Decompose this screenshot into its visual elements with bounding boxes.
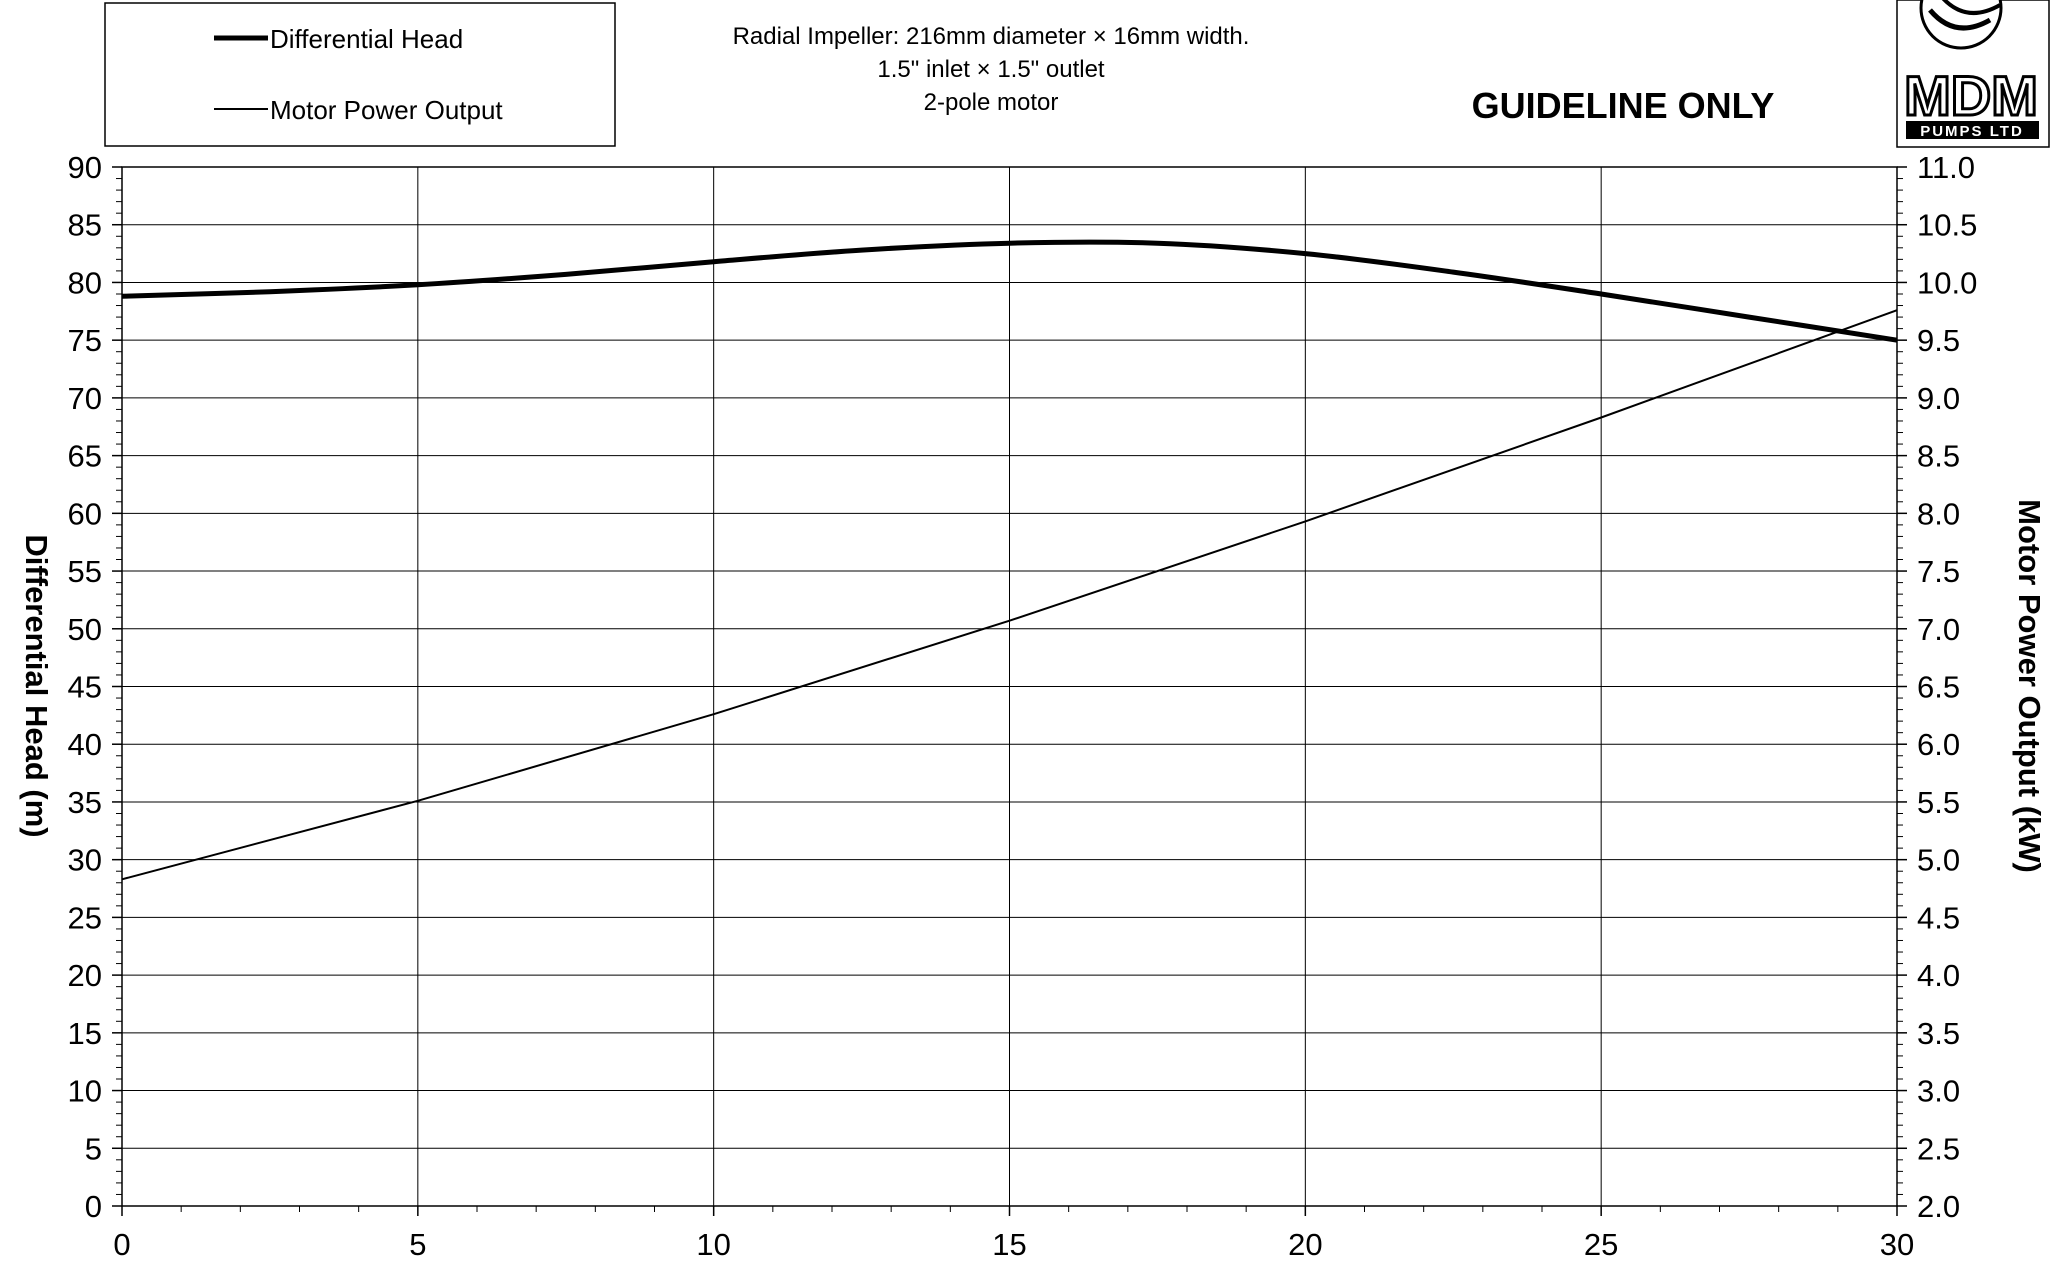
- y-tick-label: 30: [68, 843, 102, 878]
- y2-tick-label: 10.5: [1917, 208, 1977, 243]
- grid-lines: [122, 167, 1897, 1206]
- y-tick-label: 75: [68, 323, 102, 358]
- y2-tick-label: 5.5: [1917, 785, 1960, 820]
- logo-text: MDM: [1904, 64, 2038, 127]
- guideline-only-label: GUIDELINE ONLY: [1472, 85, 1775, 126]
- y2-tick-label: 11.0: [1917, 150, 1975, 185]
- y-tick-label: 20: [68, 958, 102, 993]
- x-tick-label: 0: [113, 1227, 130, 1261]
- y-tick-label: 35: [68, 785, 102, 820]
- impeller-description: Radial Impeller: 216mm diameter × 16mm w…: [733, 23, 1250, 116]
- y-tick-label: 55: [68, 554, 102, 589]
- y2-tick-label: 9.0: [1917, 381, 1960, 416]
- legend-box: [104, 2, 616, 147]
- plot-area: [112, 166, 1907, 1216]
- y2-tick-label: 3.5: [1917, 1016, 1960, 1051]
- y-tick-label: 45: [68, 670, 102, 705]
- logo-subtext: PUMPS LTD: [1920, 123, 2024, 140]
- y2-tick-label: 7.5: [1917, 554, 1960, 589]
- y-tick-label: 50: [68, 612, 102, 647]
- y2-tick-label: 4.0: [1917, 958, 1960, 993]
- mdm-pumps-logo: MDM PUMPS LTD: [1896, 0, 2050, 148]
- y2-tick-label: 8.0: [1917, 496, 1960, 531]
- y-tick-label: 5: [85, 1131, 102, 1166]
- y2-tick-label: 2.0: [1917, 1189, 1960, 1224]
- series-line-motor-power-output: [121, 309, 1898, 881]
- y-tick-label: 0: [85, 1189, 102, 1224]
- y-tick-label: 25: [68, 900, 102, 935]
- y-tick-label: 40: [68, 727, 102, 762]
- y-tick-label: 70: [68, 381, 102, 416]
- series-line-differential-head: [121, 239, 1898, 343]
- legend-label-differential-head: Differential Head: [270, 24, 463, 54]
- legend: Differential Head Motor Power Output: [104, 2, 616, 147]
- x-tick-label: 30: [1880, 1227, 1914, 1261]
- x-tick-label: 10: [696, 1227, 730, 1261]
- description-line-1: Radial Impeller: 216mm diameter × 16mm w…: [733, 23, 1250, 50]
- x-tick-label: 25: [1584, 1227, 1618, 1261]
- y2-tick-label: 9.5: [1917, 323, 1960, 358]
- data-series: [121, 239, 1898, 881]
- y2-tick-label: 6.0: [1917, 727, 1960, 762]
- axis-ticks: [112, 166, 1907, 1216]
- y2-tick-label: 10.0: [1917, 265, 1977, 300]
- y-tick-label: 10: [68, 1074, 102, 1109]
- y-tick-label: 85: [68, 208, 102, 243]
- y2-tick-label: 4.5: [1917, 900, 1960, 935]
- description-line-3: 2-pole motor: [924, 89, 1059, 116]
- y2-tick-label: 2.5: [1917, 1131, 1960, 1166]
- y-tick-label: 65: [68, 439, 102, 474]
- y2-tick-label: 3.0: [1917, 1074, 1960, 1109]
- tick-labels: 0510152025303540455055606570758085902.02…: [68, 150, 1978, 1261]
- x-tick-label: 15: [992, 1227, 1026, 1261]
- y-tick-label: 80: [68, 265, 102, 300]
- y-tick-label: 15: [68, 1016, 102, 1051]
- y2-axis-title: Motor Power Output (kW): [2012, 499, 2047, 873]
- y-tick-label: 60: [68, 496, 102, 531]
- description-line-2: 1.5" inlet × 1.5" outlet: [877, 56, 1105, 83]
- x-tick-label: 20: [1288, 1227, 1322, 1261]
- y-axis-title: Differential Head (m): [19, 534, 54, 837]
- y-tick-label: 90: [68, 150, 102, 185]
- x-tick-label: 5: [409, 1227, 426, 1261]
- legend-label-motor-power-output: Motor Power Output: [270, 95, 503, 125]
- y2-tick-label: 8.5: [1917, 439, 1960, 474]
- y2-tick-label: 5.0: [1917, 843, 1960, 878]
- y2-tick-label: 6.5: [1917, 670, 1960, 705]
- y2-tick-label: 7.0: [1917, 612, 1960, 647]
